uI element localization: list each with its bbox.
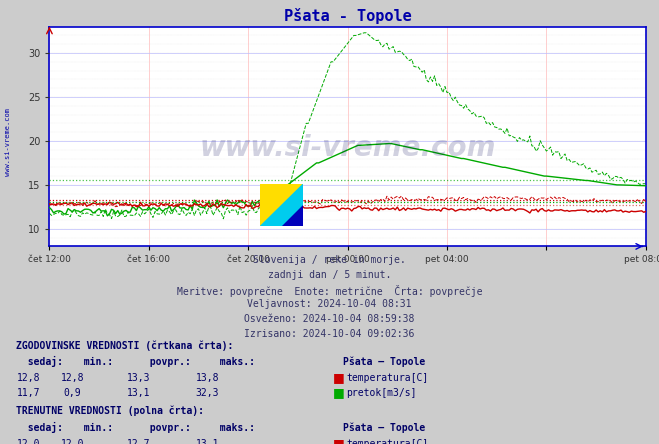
- Text: Izrisano: 2024-10-04 09:02:36: Izrisano: 2024-10-04 09:02:36: [244, 329, 415, 339]
- Text: min.:: min.:: [72, 357, 113, 368]
- Text: ■: ■: [333, 436, 345, 444]
- Text: ZGODOVINSKE VREDNOSTI (črtkana črta):: ZGODOVINSKE VREDNOSTI (črtkana črta):: [16, 340, 234, 351]
- Text: 12,0: 12,0: [16, 439, 40, 444]
- Text: 12,0: 12,0: [61, 439, 84, 444]
- Text: 0,9: 0,9: [64, 388, 81, 399]
- Text: Veljavnost: 2024-10-04 08:31: Veljavnost: 2024-10-04 08:31: [247, 299, 412, 309]
- Text: 12,8: 12,8: [61, 373, 84, 383]
- Text: povpr.:: povpr.:: [138, 423, 191, 433]
- Text: Pšata – Topole: Pšata – Topole: [343, 423, 425, 433]
- Text: zadnji dan / 5 minut.: zadnji dan / 5 minut.: [268, 270, 391, 280]
- Text: temperatura[C]: temperatura[C]: [346, 439, 428, 444]
- Text: www.si-vreme.com: www.si-vreme.com: [5, 108, 11, 176]
- Text: ■: ■: [333, 386, 345, 400]
- Text: 13,1: 13,1: [127, 388, 150, 399]
- Text: TRENUTNE VREDNOSTI (polna črta):: TRENUTNE VREDNOSTI (polna črta):: [16, 406, 204, 416]
- Text: Pšata – Topole: Pšata – Topole: [343, 357, 425, 368]
- Polygon shape: [260, 184, 303, 226]
- Text: Meritve: povprečne  Enote: metrične  Črta: povprečje: Meritve: povprečne Enote: metrične Črta:…: [177, 285, 482, 297]
- Text: 12,8: 12,8: [16, 373, 40, 383]
- Text: 13,8: 13,8: [196, 373, 219, 383]
- Text: maks.:: maks.:: [208, 423, 254, 433]
- Text: povpr.:: povpr.:: [138, 357, 191, 368]
- Text: sedaj:: sedaj:: [16, 422, 63, 433]
- Text: 11,7: 11,7: [16, 388, 40, 399]
- Text: 13,1: 13,1: [196, 439, 219, 444]
- Text: 13,3: 13,3: [127, 373, 150, 383]
- Text: www.si-vreme.com: www.si-vreme.com: [200, 134, 496, 162]
- Text: Osveženo: 2024-10-04 08:59:38: Osveženo: 2024-10-04 08:59:38: [244, 314, 415, 324]
- Title: Pšata - Topole: Pšata - Topole: [284, 8, 411, 24]
- Text: maks.:: maks.:: [208, 357, 254, 368]
- Polygon shape: [282, 205, 303, 226]
- Text: pretok[m3/s]: pretok[m3/s]: [346, 388, 416, 399]
- Text: sedaj:: sedaj:: [16, 357, 63, 368]
- Text: temperatura[C]: temperatura[C]: [346, 373, 428, 383]
- Text: ■: ■: [333, 371, 345, 384]
- Text: 32,3: 32,3: [196, 388, 219, 399]
- Polygon shape: [260, 184, 303, 226]
- Text: 12,7: 12,7: [127, 439, 150, 444]
- Text: Slovenija / reke in morje.: Slovenija / reke in morje.: [253, 255, 406, 266]
- Text: min.:: min.:: [72, 423, 113, 433]
